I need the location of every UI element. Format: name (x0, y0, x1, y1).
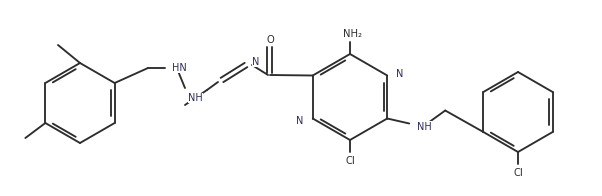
Text: NH: NH (188, 93, 203, 103)
Text: HN: HN (172, 63, 187, 73)
Text: O: O (266, 35, 274, 45)
Text: Cl: Cl (513, 168, 523, 178)
Text: NH₂: NH₂ (344, 29, 362, 39)
Text: Cl: Cl (345, 156, 355, 166)
Text: N: N (252, 57, 259, 67)
Text: N: N (296, 115, 304, 125)
Text: NH: NH (417, 122, 432, 132)
Text: N: N (396, 68, 403, 79)
